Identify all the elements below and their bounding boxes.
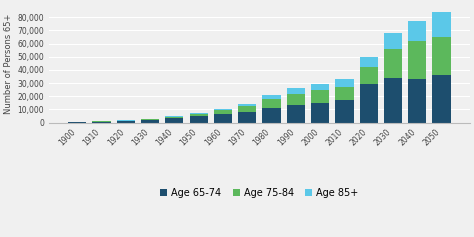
Bar [384, 49, 402, 78]
Bar [238, 112, 256, 123]
Y-axis label: Number of Persons 65+: Number of Persons 65+ [4, 13, 13, 114]
Bar [238, 106, 256, 112]
Bar [384, 33, 402, 49]
Bar [408, 41, 427, 79]
Bar [432, 37, 451, 75]
Bar [408, 79, 427, 123]
Bar [68, 122, 86, 123]
Bar [117, 121, 135, 123]
Bar [141, 119, 159, 120]
Bar [287, 94, 305, 105]
Bar [92, 122, 110, 123]
Bar [238, 104, 256, 106]
Bar [214, 110, 232, 114]
Bar [335, 87, 354, 100]
Bar [360, 57, 378, 67]
Bar [263, 95, 281, 99]
Bar [263, 108, 281, 123]
Bar [287, 105, 305, 123]
Bar [335, 78, 354, 87]
Bar [432, 75, 451, 123]
Bar [360, 84, 378, 123]
Bar [335, 100, 354, 123]
Bar [190, 116, 208, 123]
Bar [214, 114, 232, 123]
Bar [190, 114, 208, 116]
Bar [311, 90, 329, 103]
Bar [165, 116, 183, 117]
Bar [141, 120, 159, 123]
Bar [214, 109, 232, 110]
Bar [311, 84, 329, 90]
Bar [287, 88, 305, 94]
Bar [165, 117, 183, 118]
Bar [360, 67, 378, 84]
Legend: Age 65-74, Age 75-84, Age 85+: Age 65-74, Age 75-84, Age 85+ [156, 184, 362, 202]
Bar [165, 118, 183, 123]
Bar [92, 121, 110, 122]
Bar [190, 113, 208, 114]
Bar [263, 99, 281, 108]
Bar [432, 12, 451, 37]
Bar [311, 103, 329, 123]
Bar [408, 21, 427, 41]
Bar [384, 78, 402, 123]
